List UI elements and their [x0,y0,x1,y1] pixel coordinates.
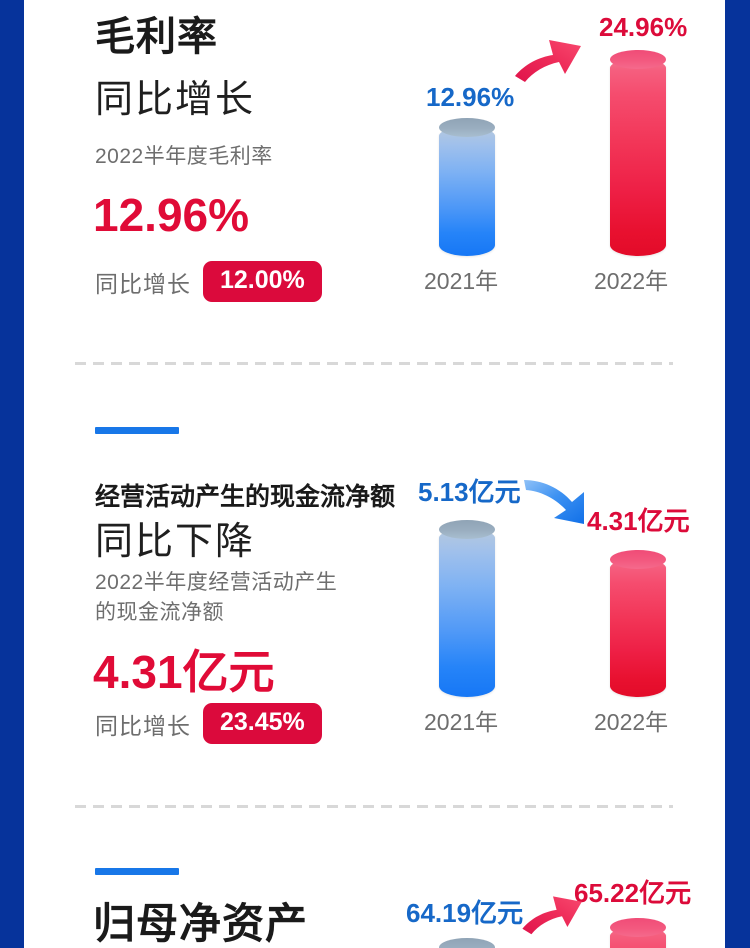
trend-up-arrow-icon [515,40,581,82]
section3-accent-bar [95,868,179,875]
section3-bar-value-2021: 64.19亿元 [406,898,524,928]
section1-bar-2022-cap [610,50,666,69]
section1-bar-2022-body [610,59,666,256]
section1-bar-2021-cap [439,118,495,137]
section1-bar-2021-body [439,127,495,256]
section3-bar-2021 [439,938,495,948]
section2-metric-value: 4.31亿元 [93,646,275,698]
section1-growth-label: 同比增长 [95,270,191,297]
section1-bar-2022 [610,50,666,256]
section3-bar-2022 [610,918,666,948]
content-panel: 毛利率 同比增长 2022半年度毛利率 12.96% 同比增长 12.00% 1… [24,0,725,948]
section1-title-bold: 毛利率 [95,15,218,59]
section-gross-profit-margin: 毛利率 同比增长 2022半年度毛利率 12.96% 同比增长 12.00% 1… [24,0,725,340]
section2-bar-value-2021: 5.13亿元 [418,477,521,507]
section-divider-1 [75,362,673,365]
section2-bar-label-2021: 2021年 [424,709,499,735]
section1-bar-label-2021: 2021年 [424,268,499,294]
section-operating-cash-flow: 经营活动产生的现金流净额 同比下降 2022半年度经营活动产生 的现金流净额 4… [24,420,725,760]
section1-bar-label-2022: 2022年 [594,268,669,294]
section2-bar-2022 [610,550,666,697]
section3-bar-2022-cap [610,918,666,937]
section3-chart: 64.19亿元 65.22亿元 [384,858,725,948]
section1-chart: 12.96% 2021年 24.96% 2022年 [384,0,725,310]
section3-bar-value-2022: 65.22亿元 [574,878,692,908]
section2-metric-label: 2022半年度经营活动产生 的现金流净额 [95,571,338,624]
section2-bar-2022-body [610,559,666,697]
section1-growth-row: 同比增长 12.00% [95,261,322,302]
section2-chart: 5.13亿元 2021年 4.31亿元 2022年 [384,460,725,760]
section3-bar-2021-cap [439,938,495,948]
section-divider-2 [75,805,673,808]
section2-growth-row: 同比增长 23.45% [95,703,322,744]
section1-bar-2021 [439,118,495,256]
section1-metric-value: 12.96% [93,189,250,241]
section2-bar-2021-body [439,529,495,697]
section1-title-light: 同比增长 [95,79,256,121]
trend-up-arrow-icon-2 [522,896,582,935]
section2-title-light: 同比下降 [95,521,256,563]
trend-down-arrow-icon [524,480,584,524]
section2-bar-value-2022: 4.31亿元 [587,506,690,536]
section2-title-bold: 经营活动产生的现金流净额 [95,483,396,511]
section1-bar-value-2021: 12.96% [426,82,515,112]
section1-bar-value-2022: 24.96% [599,12,688,42]
section2-bar-label-2022: 2022年 [594,709,669,735]
section3-title-bold: 归母净资产 [93,900,309,947]
section2-bar-2021 [439,520,495,697]
section2-growth-label: 同比增长 [95,712,191,739]
section2-accent-bar [95,427,179,434]
section-net-assets: 归母净资产 同比增长 64.19亿元 65.22亿元 [24,858,725,948]
section2-bar-2021-cap [439,520,495,539]
section2-bar-2022-cap [610,550,666,569]
section1-metric-label: 2022半年度毛利率 [95,145,273,168]
section1-growth-badge: 12.00% [203,261,322,302]
section2-growth-badge: 23.45% [203,703,322,744]
